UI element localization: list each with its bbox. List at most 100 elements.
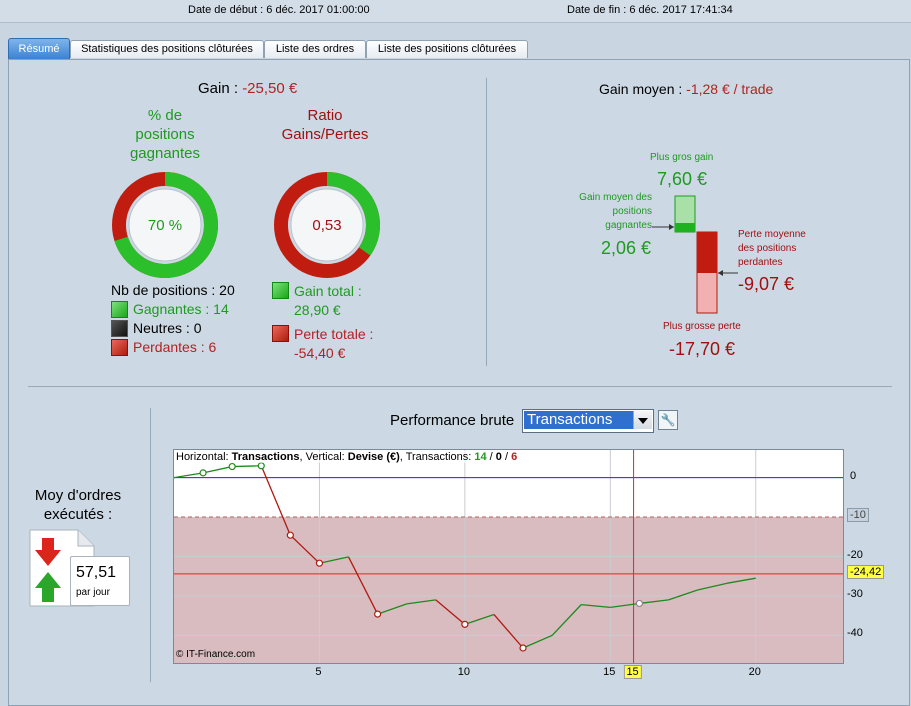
gain-heading: Gain : -25,50 € [198,80,297,97]
win-pct-title: % de positions gagnantes [110,106,220,163]
info-win-count: 14 [474,451,487,463]
series-segment [202,465,233,474]
orders-title: Moy d'ordres exécutés : [18,486,138,524]
donut-center [290,188,364,262]
vertical-divider-bottom [150,408,151,682]
copyright: © IT-Finance.com [176,649,256,660]
series-segment [319,556,349,564]
x-tick-label: 10 [457,666,470,678]
nb-positions: Nb de positions : 20 [111,282,235,298]
avg-win-label-line: gagnantes [605,220,652,231]
max-gain-value: 7,60 € [657,169,708,189]
info-mid: , Vertical: [299,451,348,463]
start-date: Date de début : 6 déc. 2017 01:00:00 [188,4,370,16]
ratio-title-line: Ratio [307,107,343,124]
avg-loss-label-line: Perte moyenne [738,229,806,240]
series-segment [377,603,407,615]
avg-win-bar [675,223,695,232]
avg-loss-label-line: des positions [738,243,797,254]
gain-total-value: 28,90 € [294,302,341,318]
legend-loss-swatch [111,339,128,356]
perf-title: Performance brute [390,412,515,429]
cursor-y-label: -24,42 [847,564,885,579]
series-segment [610,602,640,609]
reference-line-label: -10 [847,508,869,523]
avg-gain-heading: Gain moyen : -1,28 € / trade [599,81,773,97]
info-neutral-count: 0 [495,451,502,463]
data-point [199,469,207,477]
select-value: Transactions [524,411,635,429]
avg-loss-label: Perte moyenne des positions perdantes [738,228,806,270]
info-horizontal: Transactions [231,451,300,463]
gain-total-label: Gain total : [294,283,362,299]
max-loss-value: -17,70 € [669,339,736,359]
series-segment [522,634,553,649]
win-pct-donut: 70 % [112,172,218,278]
wrench-icon[interactable]: 🔧 [658,410,678,430]
end-date: Date de fin : 6 déc. 2017 17:41:34 [567,4,733,16]
tab-resume[interactable]: Résumé [8,38,70,59]
data-point [257,462,265,470]
info-loss-count: 6 [511,451,518,463]
loss-zone [174,517,843,663]
avg-win-value: 2,06 € [601,238,652,258]
avg-win-label: Gain moyen des positions gagnantes [566,191,652,233]
data-point [228,462,236,471]
series-segment [260,465,291,536]
avg-loss-value: -9,07 € [738,274,795,294]
horizontal-axis-select[interactable]: Transactions [522,409,654,433]
cursor-x-label: 15 [623,665,642,679]
series-segment [289,534,320,564]
perte-totale: Perte totale : -54,40 € [294,325,373,363]
data-point [635,599,643,608]
avg-loss-bar [697,232,717,273]
tab-order-list[interactable]: Liste des ordres [264,40,366,58]
perte-totale-label: Perte totale : [294,326,374,342]
tab-closed-positions[interactable]: Liste des positions clôturées [366,40,528,58]
donut-gain-arc [274,172,380,278]
chevron-down-icon[interactable] [633,411,652,429]
series-segment [464,613,495,625]
legend-win-swatch [111,301,128,318]
chart-info: Horizontal: Transactions, Vertical: Devi… [176,451,518,463]
series-segment [726,577,756,584]
donut-center [128,188,202,262]
performance-chart: Horizontal: Transactions, Vertical: Devi… [173,449,844,664]
chart-canvas [174,450,843,663]
ratio-donut: 0,53 [274,172,380,278]
x-tick-label: 15 [603,666,616,678]
series-segment [639,599,669,605]
y-tick-label: -40 [847,627,863,640]
series-segment [493,614,524,649]
y-axis: 0 -20 -30 -40 -10 -24,42 [845,449,905,662]
data-point [461,620,469,628]
orders-value: 57,51 [76,564,117,581]
legend-neutral: Neutres : 0 [133,320,202,336]
avg-win-label-line: positions [612,206,652,217]
series-segment [406,599,436,605]
orders-value-card: 57,51 par jour [70,556,130,606]
max-gain-label: Plus gros gain [650,152,714,163]
x-axis: 5 10 15 20 15 [173,664,842,680]
avg-gain-value: -1,28 € / trade [686,81,774,97]
data-point [315,559,324,567]
gain-label: Gain : [198,80,243,97]
series-segment [551,604,582,636]
vertical-divider [486,78,487,366]
win-pct-text: 70 % [148,217,182,234]
perte-totale-value: -54,40 € [294,345,346,361]
ratio-title: Ratio Gains/Pertes [270,106,380,144]
info-vertical: Devise (€) [347,451,400,463]
info-transactions: , Transactions: [399,451,475,463]
tab-closed-stats[interactable]: Statistiques des positions clôturées [70,40,264,58]
document-fold [77,530,94,547]
legend-win: Gagnantes : 14 [133,301,229,317]
orders-unit: par jour [76,587,110,598]
arrow-up-icon [35,572,61,602]
data-point [519,644,527,652]
avg-win-label-line: Gain moyen des [579,192,652,203]
y-tick-label: -20 [847,548,863,561]
legend-neutral-swatch [111,320,128,337]
y-tick-label: -30 [847,587,863,600]
series-segment [435,599,466,625]
